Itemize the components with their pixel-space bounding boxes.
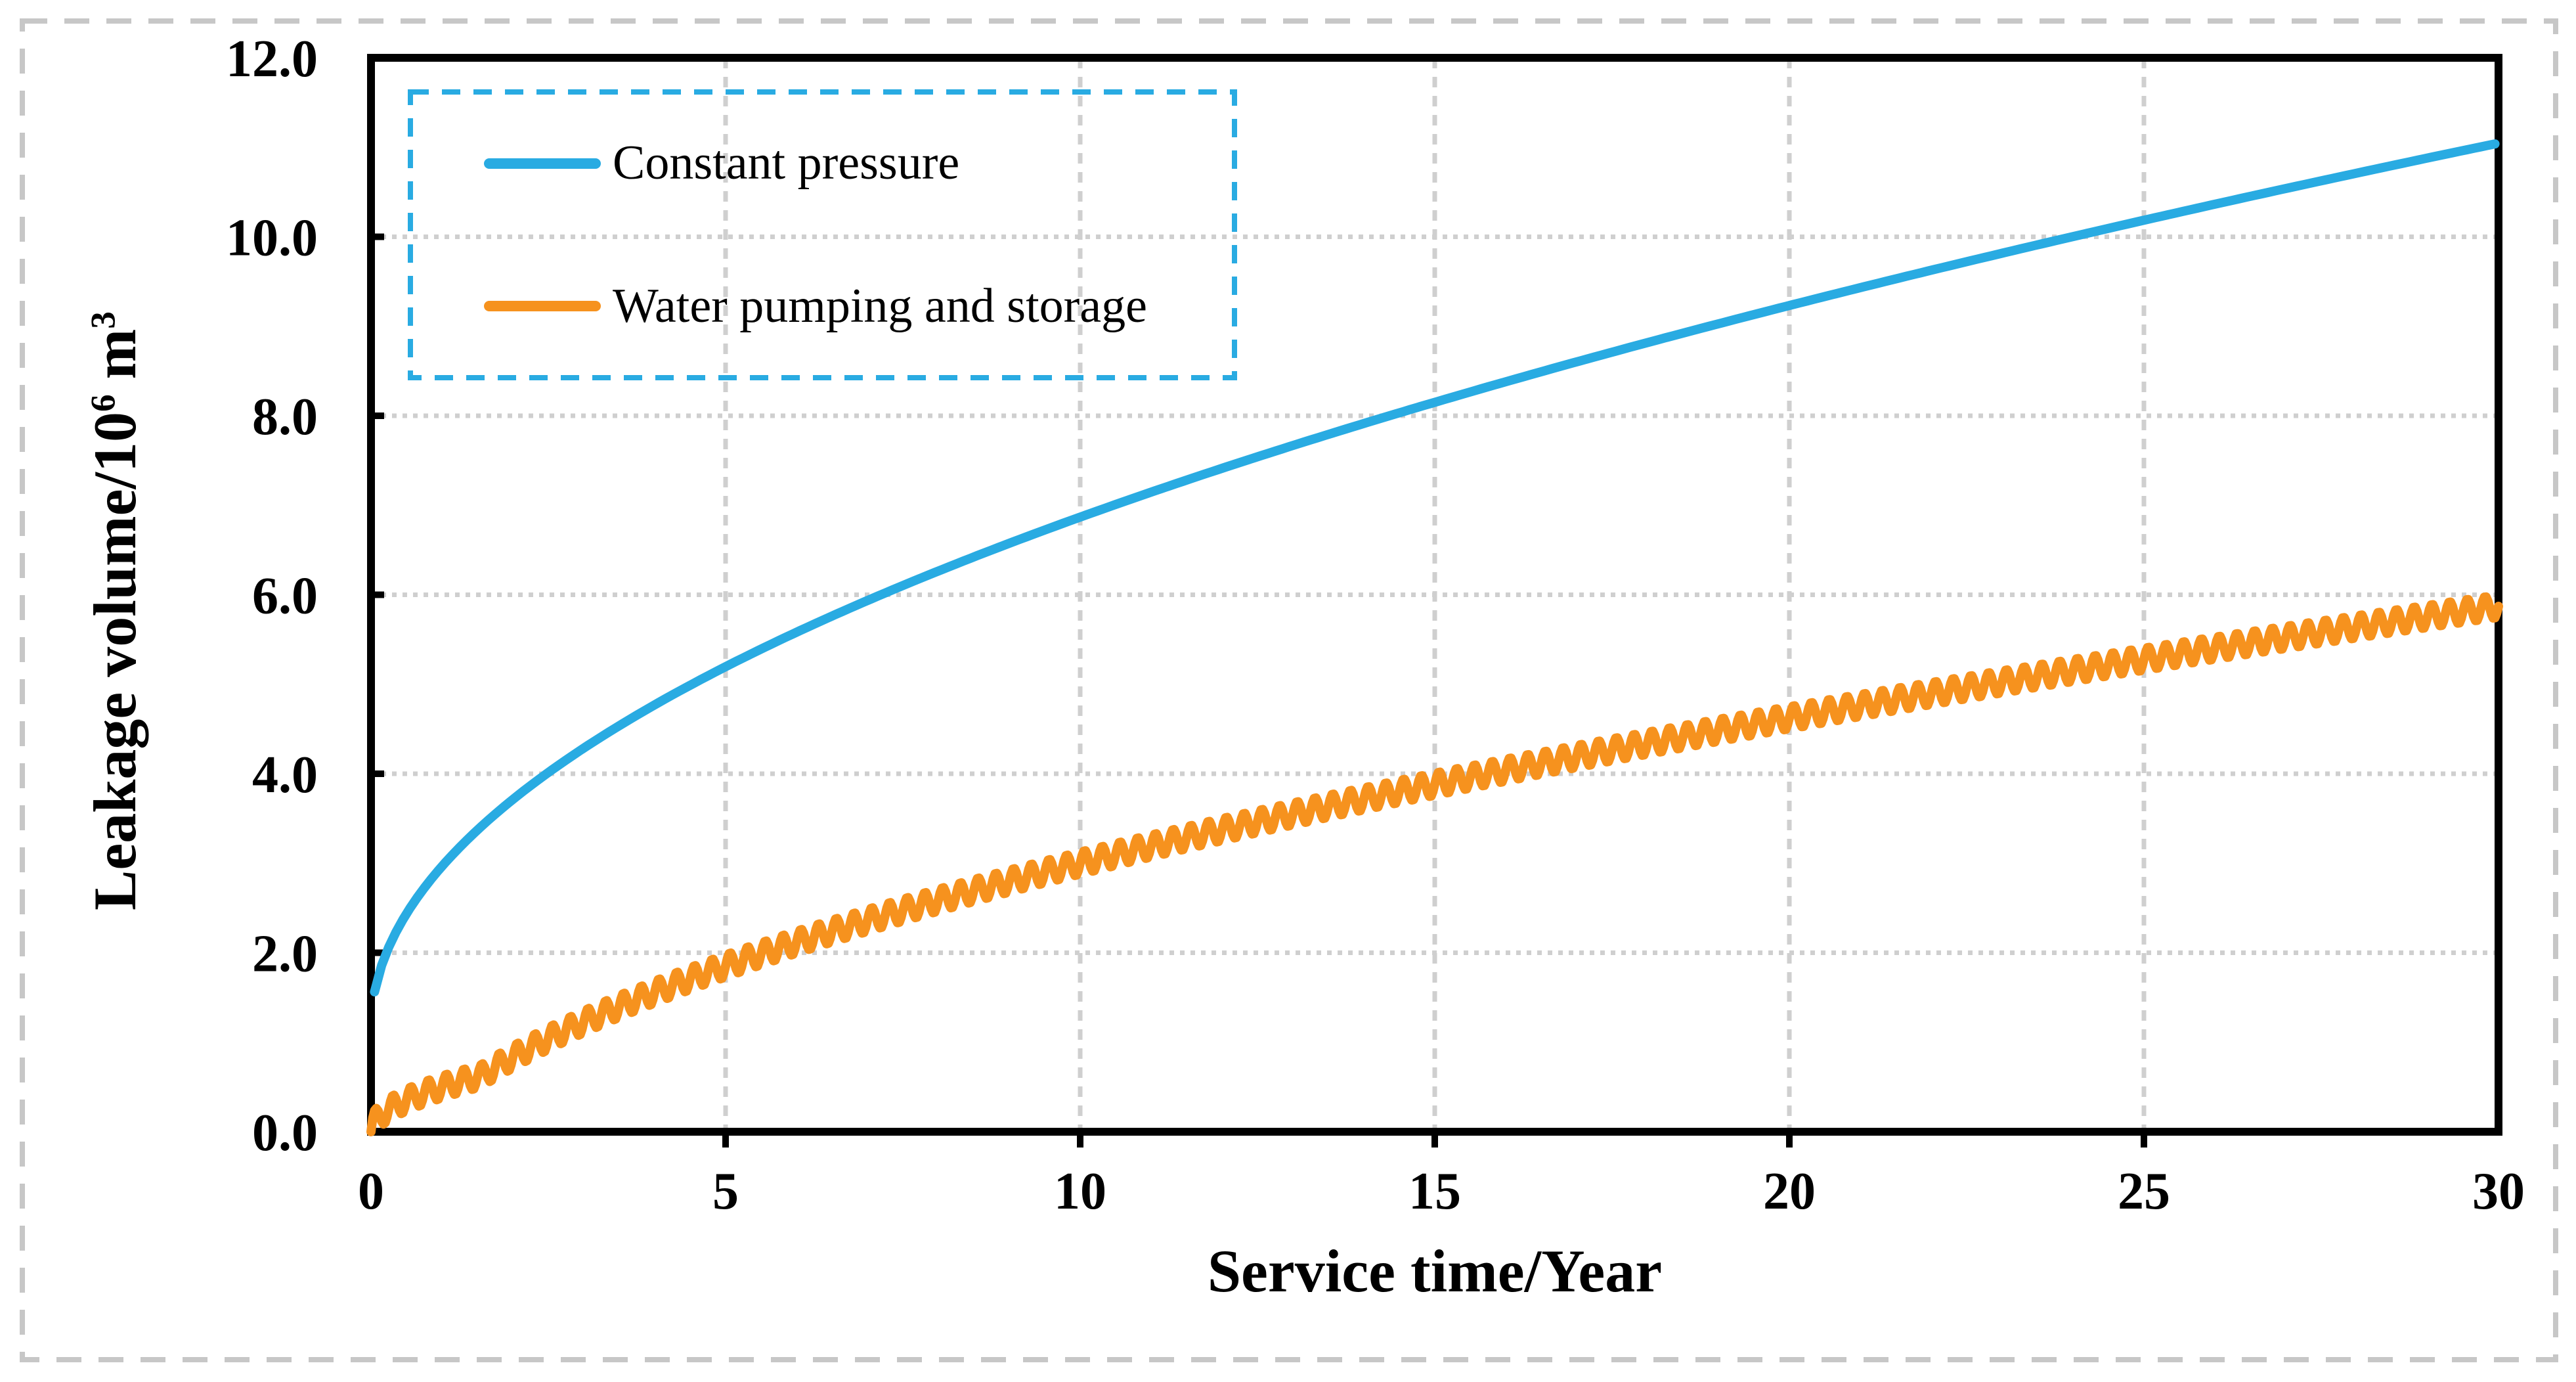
legend-border (408, 89, 1237, 380)
y-tick-label: 8.0 (252, 388, 318, 446)
x-tick-label: 0 (358, 1163, 384, 1220)
curve-constant-pressure (370, 139, 2500, 996)
y-tick-label: 4.0 (252, 746, 318, 804)
y-tick-label: 0.0 (252, 1104, 318, 1162)
x-tick-label: 20 (1763, 1163, 1816, 1220)
y-axis-title-text: m (81, 328, 148, 395)
x-tick-label: 10 (1054, 1163, 1106, 1220)
x-tick-label: 25 (2118, 1163, 2170, 1220)
y-tick-label: 2.0 (252, 925, 318, 983)
y-axis-title-superscript: 6 (83, 394, 123, 412)
y-tick-label: 10.0 (226, 210, 318, 267)
x-tick-label: 15 (1408, 1163, 1461, 1220)
y-axis-title-superscript: 3 (83, 311, 123, 329)
legend-item-constant-pressure: Constant pressure (484, 92, 1234, 235)
x-axis-title: Service time/Year (1207, 1237, 1663, 1304)
curve-water-pumping-and-storage (366, 592, 2503, 1136)
legend-label-water-pumping: Water pumping and storage (613, 279, 1147, 333)
y-tick-label: 12.0 (226, 30, 318, 88)
y-axis-title: Leakage volume/106 m3 (80, 311, 150, 910)
legend: Constant pressure Water pumping and stor… (410, 92, 1234, 378)
x-tick-label: 5 (712, 1163, 739, 1220)
legend-item-water-pumping: Water pumping and storage (484, 235, 1234, 378)
y-axis-title-text: Leakage volume/10 (81, 412, 148, 910)
legend-label-constant-pressure: Constant pressure (613, 136, 960, 190)
figure-outer-border (20, 18, 2558, 1362)
legend-line-swatch-constant-pressure (484, 158, 601, 169)
x-tick-label: 30 (2472, 1163, 2525, 1220)
legend-line-swatch-water-pumping (484, 301, 601, 312)
y-tick-label: 6.0 (252, 568, 318, 625)
